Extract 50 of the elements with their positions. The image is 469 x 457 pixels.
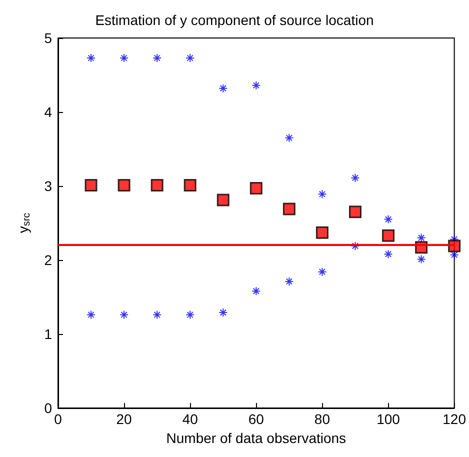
x-tick-label: 60	[248, 411, 264, 427]
point	[120, 310, 129, 320]
y-tick-label: 4	[44, 104, 52, 120]
point	[318, 267, 327, 276]
point	[186, 310, 195, 320]
point	[284, 133, 294, 142]
point	[152, 53, 162, 62]
point	[416, 233, 426, 242]
point	[184, 179, 196, 192]
point	[384, 214, 393, 224]
point	[84, 179, 98, 192]
point	[150, 179, 164, 192]
point	[216, 194, 230, 206]
point	[284, 276, 294, 286]
x-tick-label: 120	[442, 411, 466, 427]
y-tick-label: 5	[44, 30, 52, 46]
point	[350, 173, 360, 182]
x-tick-label: 0	[54, 411, 62, 427]
x-tick-label: 40	[182, 411, 198, 427]
y-tick-label: 2	[44, 252, 52, 268]
x-tick-label: 80	[314, 411, 330, 427]
point	[348, 206, 362, 218]
y-tick-label: 3	[44, 178, 52, 194]
point	[218, 84, 228, 93]
point	[120, 53, 129, 62]
point	[350, 241, 360, 250]
x-tick-label: 20	[116, 411, 132, 427]
point	[252, 80, 261, 90]
point	[282, 202, 296, 216]
y-axis-title: ysrc	[15, 212, 32, 234]
point	[318, 190, 327, 199]
x-tick-label: 100	[376, 411, 400, 427]
point	[250, 182, 262, 194]
y-tick-label: 1	[44, 326, 52, 342]
y-tick-label: 0	[44, 400, 52, 416]
point	[382, 229, 395, 242]
point	[416, 254, 426, 264]
point	[384, 250, 393, 259]
chart-title: Estimation of y component of source location	[95, 12, 374, 28]
point	[218, 308, 228, 318]
x-axis-title: Number of data observations	[166, 430, 346, 446]
point	[316, 226, 328, 239]
point	[118, 179, 130, 192]
point	[448, 240, 461, 252]
point	[152, 310, 162, 320]
point	[86, 310, 96, 320]
point	[252, 286, 261, 296]
point	[186, 53, 195, 62]
point	[86, 53, 96, 62]
point	[450, 250, 459, 260]
